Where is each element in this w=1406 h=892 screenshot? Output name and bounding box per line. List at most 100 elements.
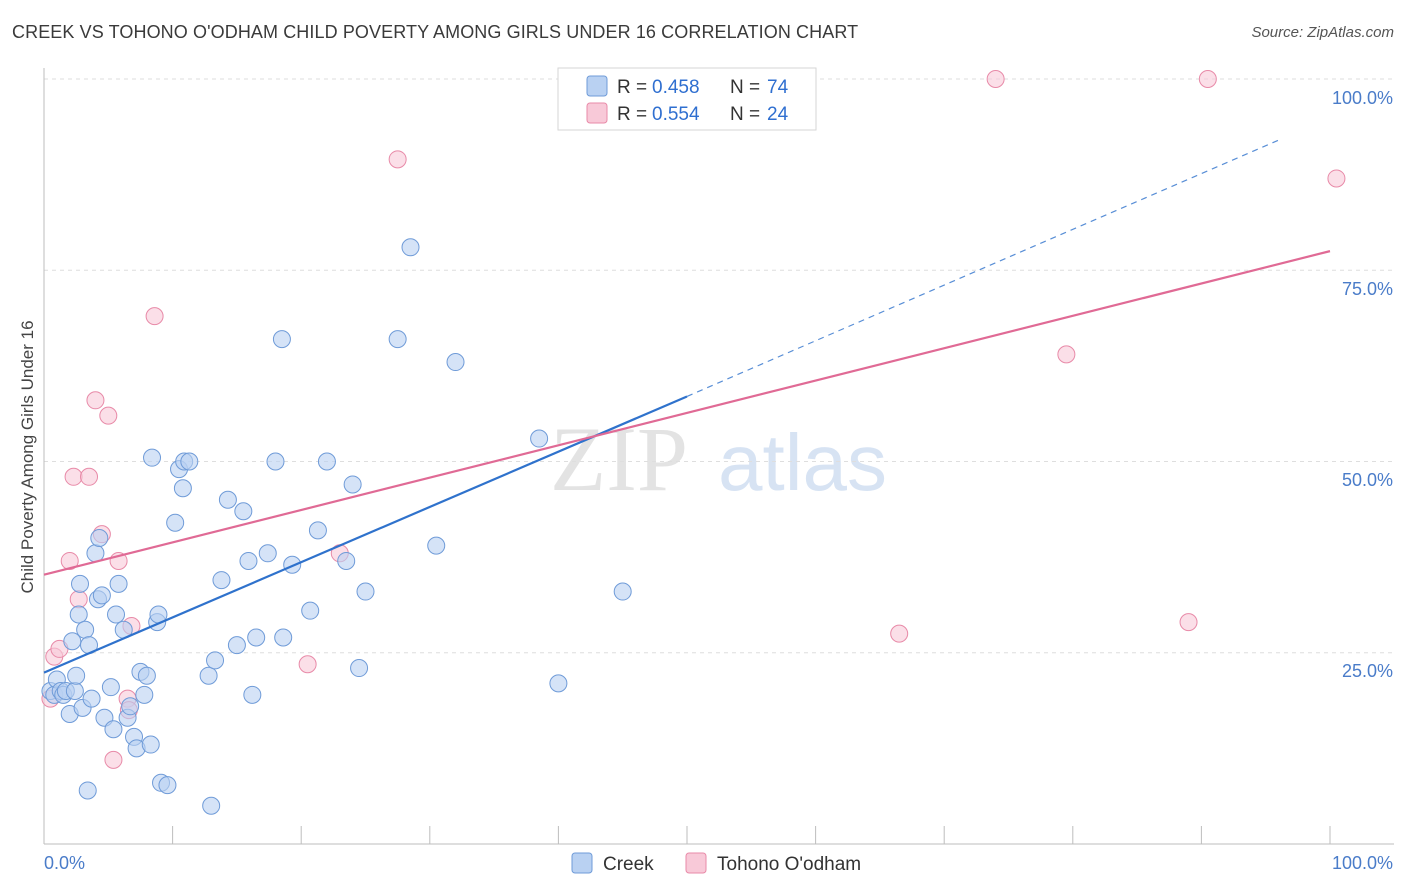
creek-point xyxy=(71,574,90,593)
tohono-n-value: 24 xyxy=(767,104,789,125)
creek-point xyxy=(337,551,356,570)
creek-point xyxy=(317,452,336,471)
creek-point xyxy=(243,685,262,704)
watermark-atlas: atlas xyxy=(718,418,887,507)
creek-point xyxy=(218,490,237,509)
tohono-point xyxy=(99,406,118,425)
tohono-point xyxy=(80,467,99,486)
creek-point xyxy=(343,475,362,494)
creek-trend-extension xyxy=(686,139,1279,398)
x-axis-ticks xyxy=(43,826,1331,844)
tohono-point xyxy=(986,70,1005,88)
tohono-point xyxy=(69,590,88,609)
creek-point xyxy=(530,429,549,448)
creek-point xyxy=(247,628,266,647)
creek-point xyxy=(549,674,568,693)
tohono-point xyxy=(145,307,164,326)
x-tick-label-0: 0.0% xyxy=(44,853,85,873)
creek-point xyxy=(206,651,225,670)
creek-point xyxy=(202,796,221,815)
chart-title: CREEK VS TOHONO O'ODHAM CHILD POVERTY AM… xyxy=(12,22,859,42)
creek-bottom-swatch xyxy=(571,852,593,874)
creek-point xyxy=(135,685,154,704)
creek-point xyxy=(356,582,375,601)
creek-point xyxy=(283,555,302,574)
creek-point xyxy=(427,536,446,555)
creek-point xyxy=(121,697,140,716)
creek-point xyxy=(446,353,465,372)
tohono-legend-swatch xyxy=(586,102,608,124)
creek-point xyxy=(166,513,185,532)
tohono-point xyxy=(64,467,83,486)
creek-point xyxy=(92,586,111,605)
creek-n-value: 74 xyxy=(767,77,789,98)
creek-point xyxy=(65,682,84,700)
creek-point xyxy=(109,574,128,593)
tohono-point xyxy=(298,655,317,674)
tohono-point xyxy=(86,391,105,410)
creek-point xyxy=(104,720,123,739)
creek-point xyxy=(212,571,231,590)
creek-point xyxy=(401,238,420,257)
creek-points xyxy=(41,238,632,815)
creek-point xyxy=(78,781,97,800)
tohono-point xyxy=(60,551,79,570)
creek-point xyxy=(143,448,162,467)
creek-point xyxy=(308,521,327,540)
tohono-r-label: R = xyxy=(617,104,647,125)
creek-point xyxy=(227,636,246,655)
creek-point xyxy=(141,735,160,754)
creek-point xyxy=(239,551,258,570)
creek-point xyxy=(388,330,407,349)
tohono-bottom-label: Tohono O'odham xyxy=(717,854,861,875)
creek-point xyxy=(266,452,285,471)
y-tick-label-100: 100.0% xyxy=(1332,88,1393,108)
series-legend: Creek Tohono O'odham xyxy=(571,852,861,875)
creek-r-value: 0.458 xyxy=(652,77,700,98)
source-credit: Source: ZipAtlas.com xyxy=(1251,24,1394,41)
y-tick-label-75: 75.0% xyxy=(1342,279,1393,299)
creek-r-label: R = xyxy=(617,77,647,98)
tohono-point xyxy=(1198,70,1217,88)
y-tick-label-25: 25.0% xyxy=(1342,661,1393,681)
tohono-r-value: 0.554 xyxy=(652,104,700,125)
creek-trend-line xyxy=(43,395,688,674)
tohono-points xyxy=(41,70,1346,769)
creek-point xyxy=(613,582,632,601)
creek-n-label: N = xyxy=(730,77,760,98)
creek-point xyxy=(258,544,277,563)
x-tick-label-100: 100.0% xyxy=(1332,853,1393,873)
creek-legend-swatch xyxy=(586,75,608,97)
tohono-n-label: N = xyxy=(730,104,760,125)
creek-point xyxy=(350,659,369,678)
creek-point xyxy=(137,666,156,685)
creek-bottom-label: Creek xyxy=(603,854,654,875)
stats-legend: R = 0.458 N = 74 R = 0.554 N = 24 xyxy=(557,67,817,131)
tohono-trend-line xyxy=(43,250,1331,576)
creek-point xyxy=(67,666,86,685)
tohono-point xyxy=(1057,345,1076,364)
tohono-point xyxy=(104,750,123,769)
creek-point xyxy=(274,628,293,647)
tohono-bottom-swatch xyxy=(685,852,707,874)
creek-point xyxy=(63,632,82,651)
tohono-point xyxy=(1179,613,1198,632)
y-axis-label: Child Poverty Among Girls Under 16 xyxy=(18,320,37,593)
creek-point xyxy=(173,479,192,498)
creek-point xyxy=(199,666,218,685)
creek-point xyxy=(301,601,320,620)
tohono-point xyxy=(1327,169,1346,188)
creek-point xyxy=(69,605,88,624)
creek-point xyxy=(82,689,101,708)
creek-point xyxy=(101,678,120,697)
creek-point xyxy=(107,605,126,624)
tohono-point xyxy=(890,624,909,643)
trend-lines xyxy=(43,139,1331,674)
tohono-point xyxy=(388,150,407,169)
creek-point xyxy=(180,452,199,471)
creek-point xyxy=(90,529,109,547)
creek-point xyxy=(234,502,253,521)
y-tick-label-50: 50.0% xyxy=(1342,470,1393,490)
creek-point xyxy=(272,330,291,349)
